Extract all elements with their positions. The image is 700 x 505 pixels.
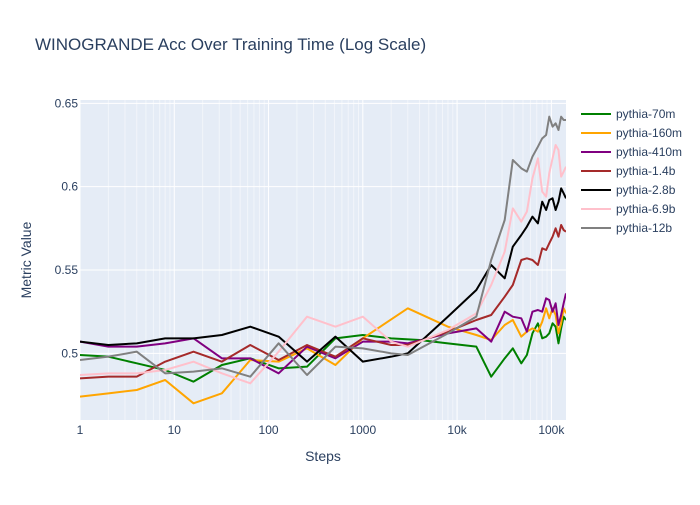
x-tick-label: 100k (538, 423, 565, 437)
legend-item-pythia-410m[interactable]: pythia-410m (581, 145, 682, 159)
legend-label: pythia-1.4b (616, 164, 676, 178)
legend-item-pythia-160m[interactable]: pythia-160m (581, 126, 682, 140)
legend-label: pythia-12b (616, 221, 672, 235)
y-axis-label: Metric Value (18, 221, 34, 298)
y-tick-label: 0.6 (61, 180, 78, 194)
series-line-pythia-2.8b (80, 187, 566, 363)
legend[interactable]: pythia-70m pythia-160m pythia-410m pythia-1… (581, 107, 682, 235)
legend-label: pythia-160m (616, 126, 682, 140)
series-line-pythia-12b (80, 115, 566, 378)
x-axis-label: Steps (305, 448, 341, 464)
y-tick-label: 0.5 (61, 346, 78, 360)
legend-item-pythia-6.9b[interactable]: pythia-6.9b (581, 202, 676, 216)
x-tick-label: 1000 (349, 423, 376, 437)
x-tick-label: 10 (168, 423, 182, 437)
series-line-pythia-1.4b (80, 224, 566, 380)
y-axis-ticks: 0.5 0.55 0.6 0.65 (55, 96, 79, 360)
legend-item-pythia-70m[interactable]: pythia-70m (581, 107, 675, 121)
x-axis-ticks: 1 10 100 1000 10k 100k (77, 423, 566, 437)
x-tick-label: 1 (77, 423, 84, 437)
legend-label: pythia-2.8b (616, 183, 676, 197)
legend-label: pythia-6.9b (616, 202, 676, 216)
series-line-pythia-70m (80, 315, 566, 383)
legend-label: pythia-410m (616, 145, 682, 159)
x-tick-label: 10k (447, 423, 467, 437)
legend-item-pythia-2.8b[interactable]: pythia-2.8b (581, 183, 676, 197)
legend-item-pythia-1.4b[interactable]: pythia-1.4b (581, 164, 676, 178)
chart-title: WINOGRANDE Acc Over Training Time (Log S… (35, 35, 426, 54)
legend-item-pythia-12b[interactable]: pythia-12b (581, 221, 672, 235)
series-line-pythia-6.9b (80, 144, 566, 385)
x-tick-label: 100 (259, 423, 279, 437)
y-tick-label: 0.65 (55, 96, 79, 110)
legend-label: pythia-70m (616, 107, 675, 121)
series-lines (80, 115, 566, 405)
y-tick-label: 0.55 (55, 263, 79, 277)
series-line-pythia-410m (80, 293, 566, 375)
